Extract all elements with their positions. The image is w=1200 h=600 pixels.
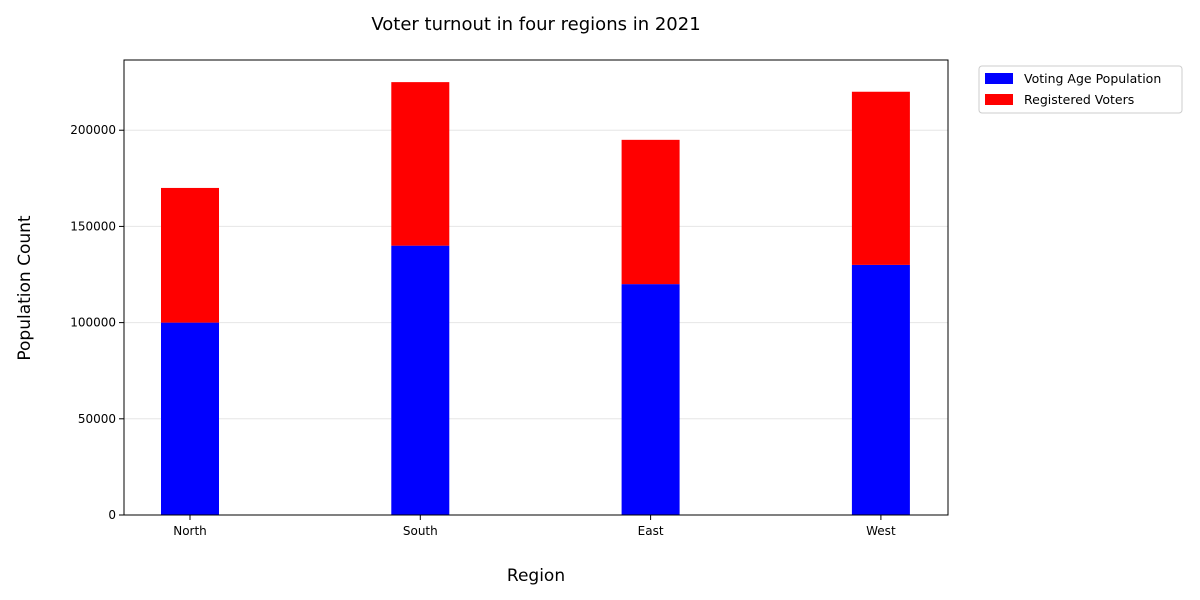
legend-swatch: [985, 94, 1013, 105]
plot-frame: [123, 59, 949, 516]
x-tick-label: South: [403, 524, 438, 538]
bar-north-series-1: [161, 322, 219, 515]
bar-south-series-1: [391, 245, 450, 515]
y-axis-ticks: 0 50000 100000 150000 200000: [70, 123, 124, 522]
legend-label: Voting Age Population: [1024, 71, 1161, 86]
bars: [161, 82, 910, 515]
x-tick-label: North: [173, 524, 207, 538]
y-tick-label: 200000: [70, 123, 116, 137]
bar-west-series-1: [851, 264, 910, 515]
bar-south-series-2: [391, 82, 450, 246]
y-axis-title: Population Count: [15, 215, 35, 361]
x-axis-ticks: North South East West: [173, 515, 896, 538]
bar-east-series-2: [621, 139, 680, 285]
legend-swatch: [985, 73, 1013, 84]
bar-north-series-2: [161, 187, 219, 323]
bar-west-series-2: [851, 91, 910, 265]
legend: Voting Age Population Registered Voters: [978, 65, 1183, 114]
y-tick-label: 50000: [78, 412, 116, 426]
bar-east-series-1: [621, 284, 680, 515]
gridlines: [124, 129, 948, 420]
x-tick-label: East: [638, 524, 664, 538]
x-axis-title: Region: [507, 566, 565, 586]
y-tick-label: 100000: [70, 316, 116, 330]
y-tick-label: 150000: [70, 219, 116, 233]
x-tick-label: West: [866, 524, 896, 538]
legend-label: Registered Voters: [1024, 92, 1134, 107]
y-tick-label: 0: [108, 508, 116, 522]
legend-frame: [978, 65, 1183, 114]
chart-title: Voter turnout in four regions in 2021: [371, 14, 700, 35]
